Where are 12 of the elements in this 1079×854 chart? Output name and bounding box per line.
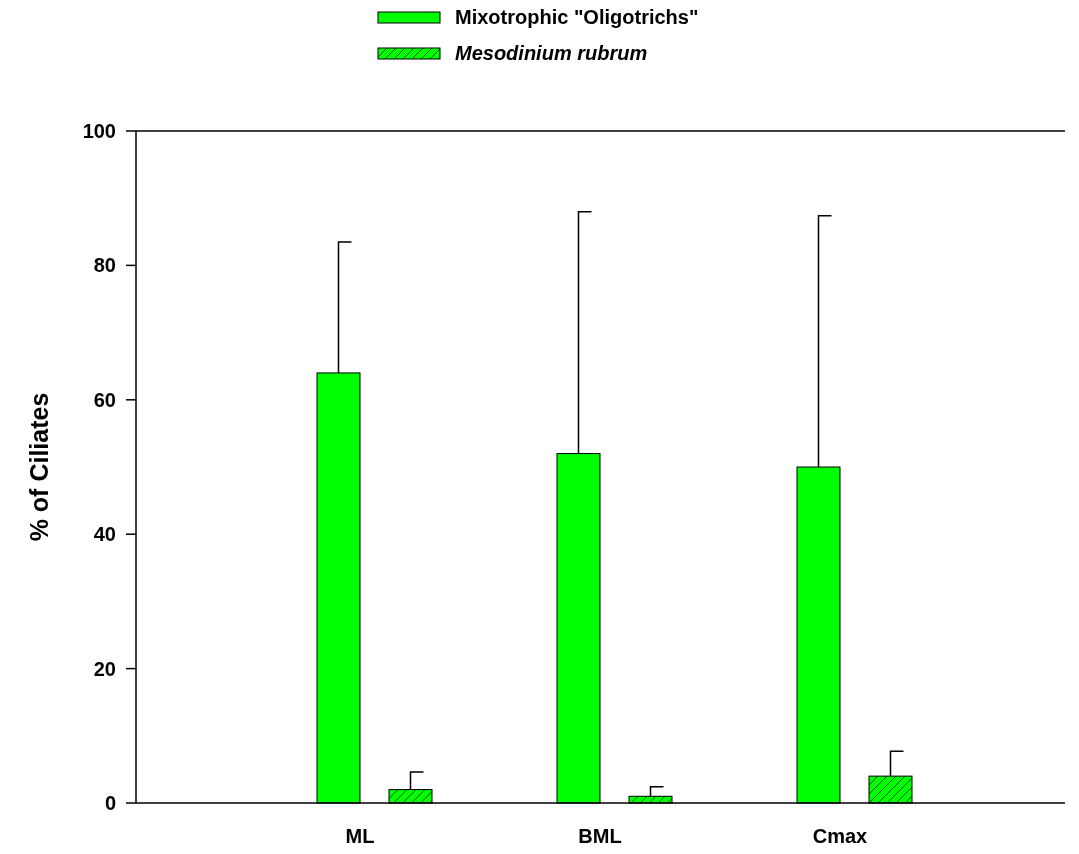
legend-label: Mixotrophic "Oligotrichs" [455,6,699,28]
y-axis-title: % of Ciliates [25,392,53,542]
x-tick-label: BML [578,825,622,847]
y-tick-label: 40 [93,523,116,546]
y-tick-label: 60 [93,388,116,411]
legend-label: Mesodinium rubrum [455,42,648,64]
y-tick-label: 0 [104,792,116,814]
x-tick-label: ML [345,825,375,847]
y-tick-label: 80 [93,254,116,277]
x-tick-label: Cmax [812,825,868,847]
y-tick-label: 20 [93,657,116,680]
y-tick-label: 100 [82,120,116,142]
